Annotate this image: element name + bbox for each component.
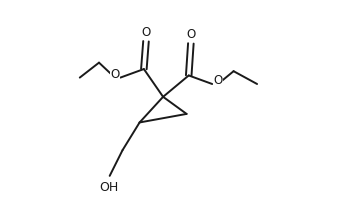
Text: O: O — [186, 28, 196, 41]
Text: O: O — [214, 74, 223, 87]
Text: OH: OH — [99, 181, 118, 194]
Text: O: O — [111, 68, 120, 81]
Text: O: O — [141, 26, 151, 39]
